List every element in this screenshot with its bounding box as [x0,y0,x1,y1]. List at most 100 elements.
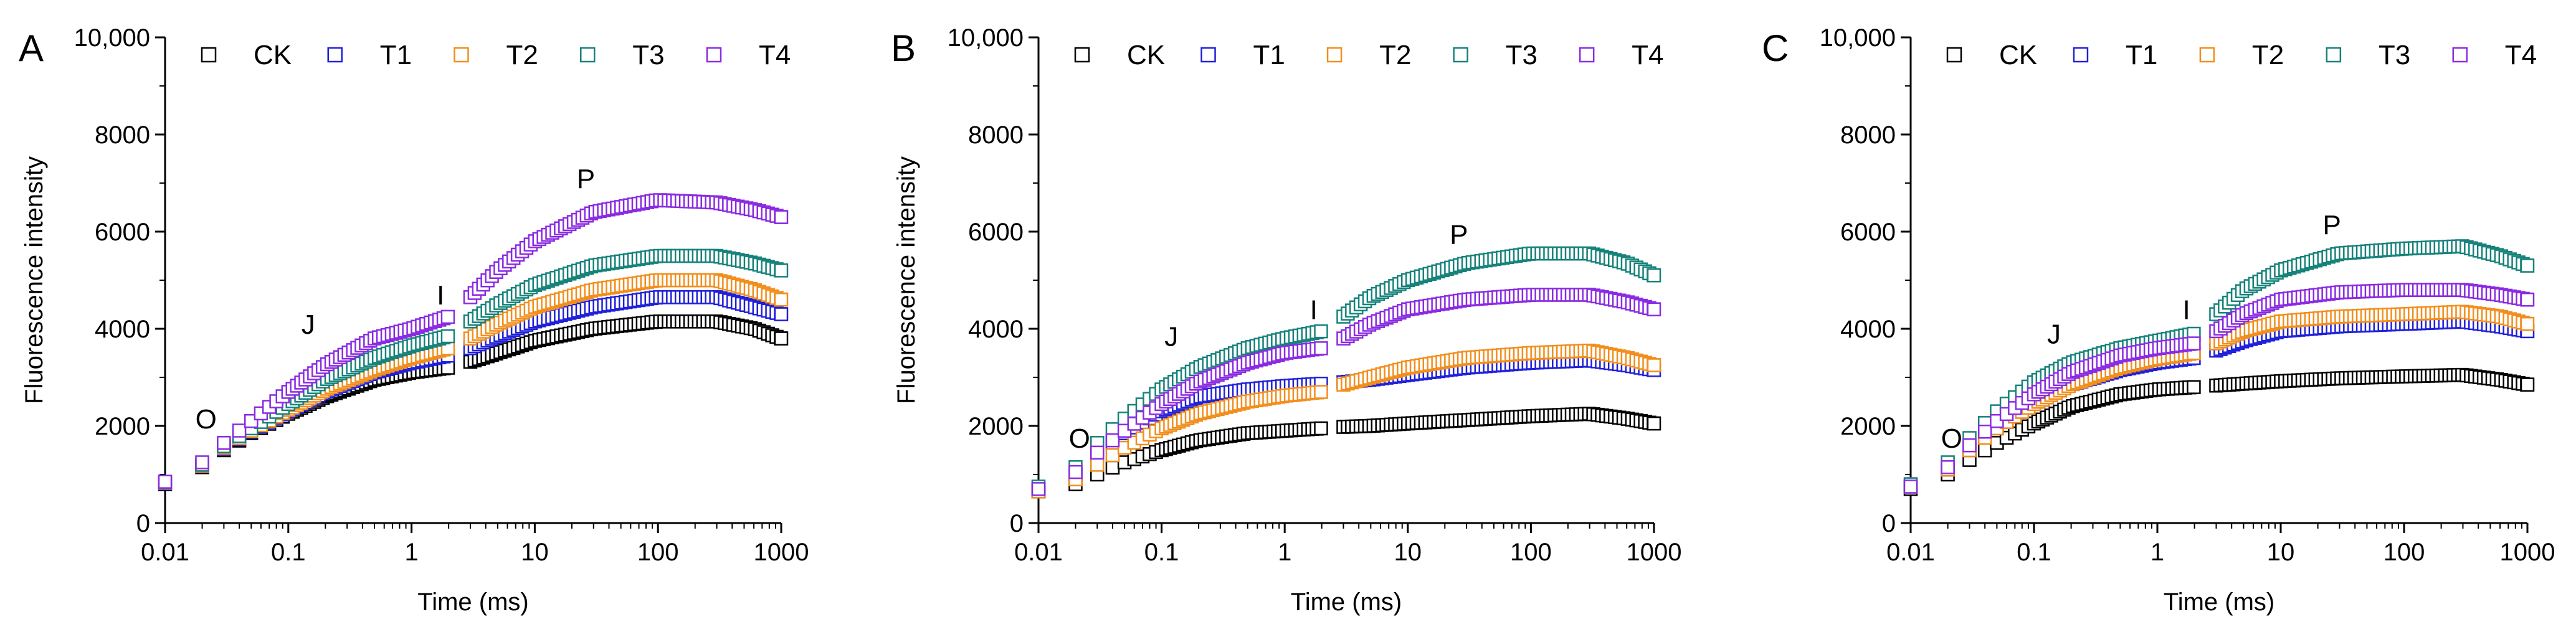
y-tick-label: 8000 [968,121,1024,149]
series-t3 [1903,239,2535,491]
legend-label-t1: T1 [1253,40,1285,70]
legend: CK T1 T2 T3 T4 [1946,40,2537,70]
panel-letter: A [19,27,44,69]
data-point [1090,445,1105,460]
chart-panel-a: 0.01 0.1 1 10 100 1000 0 2000 4000 6000 8000 10,000… [19,24,809,616]
data-point [158,474,173,489]
data-point [1647,268,1661,283]
annotation-j: J [1164,321,1178,352]
legend-marker-t2 [1326,47,1343,63]
y-tick-label: 4000 [1840,316,1896,343]
series-t4 [158,193,789,489]
annotation-i: I [2183,295,2190,325]
legend: CK T1 T2 T3 T4 [201,40,791,70]
x-tick-label: 0.1 [1144,539,1179,566]
legend-label-t4: T4 [759,40,791,70]
x-tick-label: 100 [637,539,679,566]
y-axis-title: Fluorescence intensity [893,156,920,404]
series-ck [1031,407,1661,499]
x-tick-label: 0.01 [1886,539,1935,566]
annotation-p: P [577,164,595,194]
x-tick-label: 1 [2151,539,2164,566]
legend-marker-t2 [2199,47,2215,63]
data-point [1105,460,1120,475]
data-point [440,329,455,344]
x-tick-label: 10 [2267,539,2295,566]
legend-marker-ck [201,47,217,63]
legend-marker-t3 [579,47,596,63]
series-t4 [1031,288,1661,496]
x-tick-label: 0.01 [141,539,189,566]
legend-marker-t4 [2452,47,2468,63]
annotation-p: P [2322,210,2341,240]
y-tick-label: 10,000 [948,24,1024,52]
data-point [1977,424,1992,439]
y-axis-title: Fluorescence intensity [21,156,48,404]
y-tick-label: 4000 [95,316,150,343]
series-t4 [1903,283,2535,494]
data-point [1068,465,1083,479]
y-tick-label: 8000 [95,121,150,149]
x-tick-label: 0.01 [1014,539,1063,566]
legend-marker-t3 [1453,47,1468,63]
data-point [1105,433,1120,448]
y-tick-label: 4000 [968,316,1024,343]
data-point [195,455,209,469]
y-tick-label: 0 [136,510,150,537]
x-axis-title: Time (ms) [417,588,528,616]
x-axis-title: Time (ms) [2164,588,2274,616]
data-point [1031,482,1046,496]
annotation-o: O [196,404,217,435]
legend-label-t1: T1 [2126,40,2157,70]
legend-label-t3: T3 [2379,40,2410,70]
y-tick-label: 2000 [95,413,150,440]
data-point [1977,443,1992,458]
data-point [774,331,789,346]
data-point [1903,479,1918,494]
legend-label-ck: CK [1999,40,2037,70]
legend-marker-t3 [2326,47,2342,63]
data-point [440,309,455,324]
x-tick-label: 1000 [754,539,809,566]
annotation-p: P [1450,220,1468,250]
x-axis-title: Time (ms) [1291,588,1402,616]
data-point [1105,448,1120,463]
legend-label-t4: T4 [2505,40,2537,70]
x-tick-label: 0.1 [2017,539,2051,566]
data-point [1941,460,1955,474]
data-point [1962,438,1977,453]
legend-marker-t1 [2073,47,2089,63]
data-point [232,423,247,438]
y-tick-label: 0 [1010,510,1024,537]
x-tick-label: 1000 [1627,539,1682,566]
x-tick-label: 100 [2384,539,2425,566]
x-tick-label: 1 [404,539,418,566]
data-point [2520,258,2535,273]
annotation-j: J [302,309,315,340]
x-tick-label: 1000 [2500,539,2555,566]
series-t3 [158,248,789,489]
data-point [2187,336,2201,351]
annotation-i: I [437,280,444,311]
legend-marker-ck [1946,47,1962,63]
legend-label-t2: T2 [2252,40,2284,70]
data-point [1314,341,1328,356]
chart-panel-c: 0.01 0.1 1 10 100 1000 0 2000 4000 6000 8000 10,000… [1762,24,2555,616]
y-tick-label: 6000 [95,219,150,246]
panel-letter: B [891,27,916,69]
series-t2 [158,273,789,490]
data-point [1314,385,1328,399]
data-point [1314,421,1328,436]
y-tick-label: 6000 [968,219,1024,246]
legend-marker-t4 [1579,47,1595,63]
x-tick-label: 1 [1278,539,1291,566]
x-tick-label: 10 [1394,539,1422,566]
x-tick-label: 100 [1510,539,1552,566]
y-tick-label: 10,000 [1820,24,1896,52]
annotation-j: J [2047,319,2061,349]
x-tick-label: 0.1 [271,539,306,566]
data-point [1314,324,1328,339]
legend-label-ck: CK [1127,40,1165,70]
legend-marker-t4 [706,47,722,63]
y-tick-label: 2000 [968,413,1024,440]
